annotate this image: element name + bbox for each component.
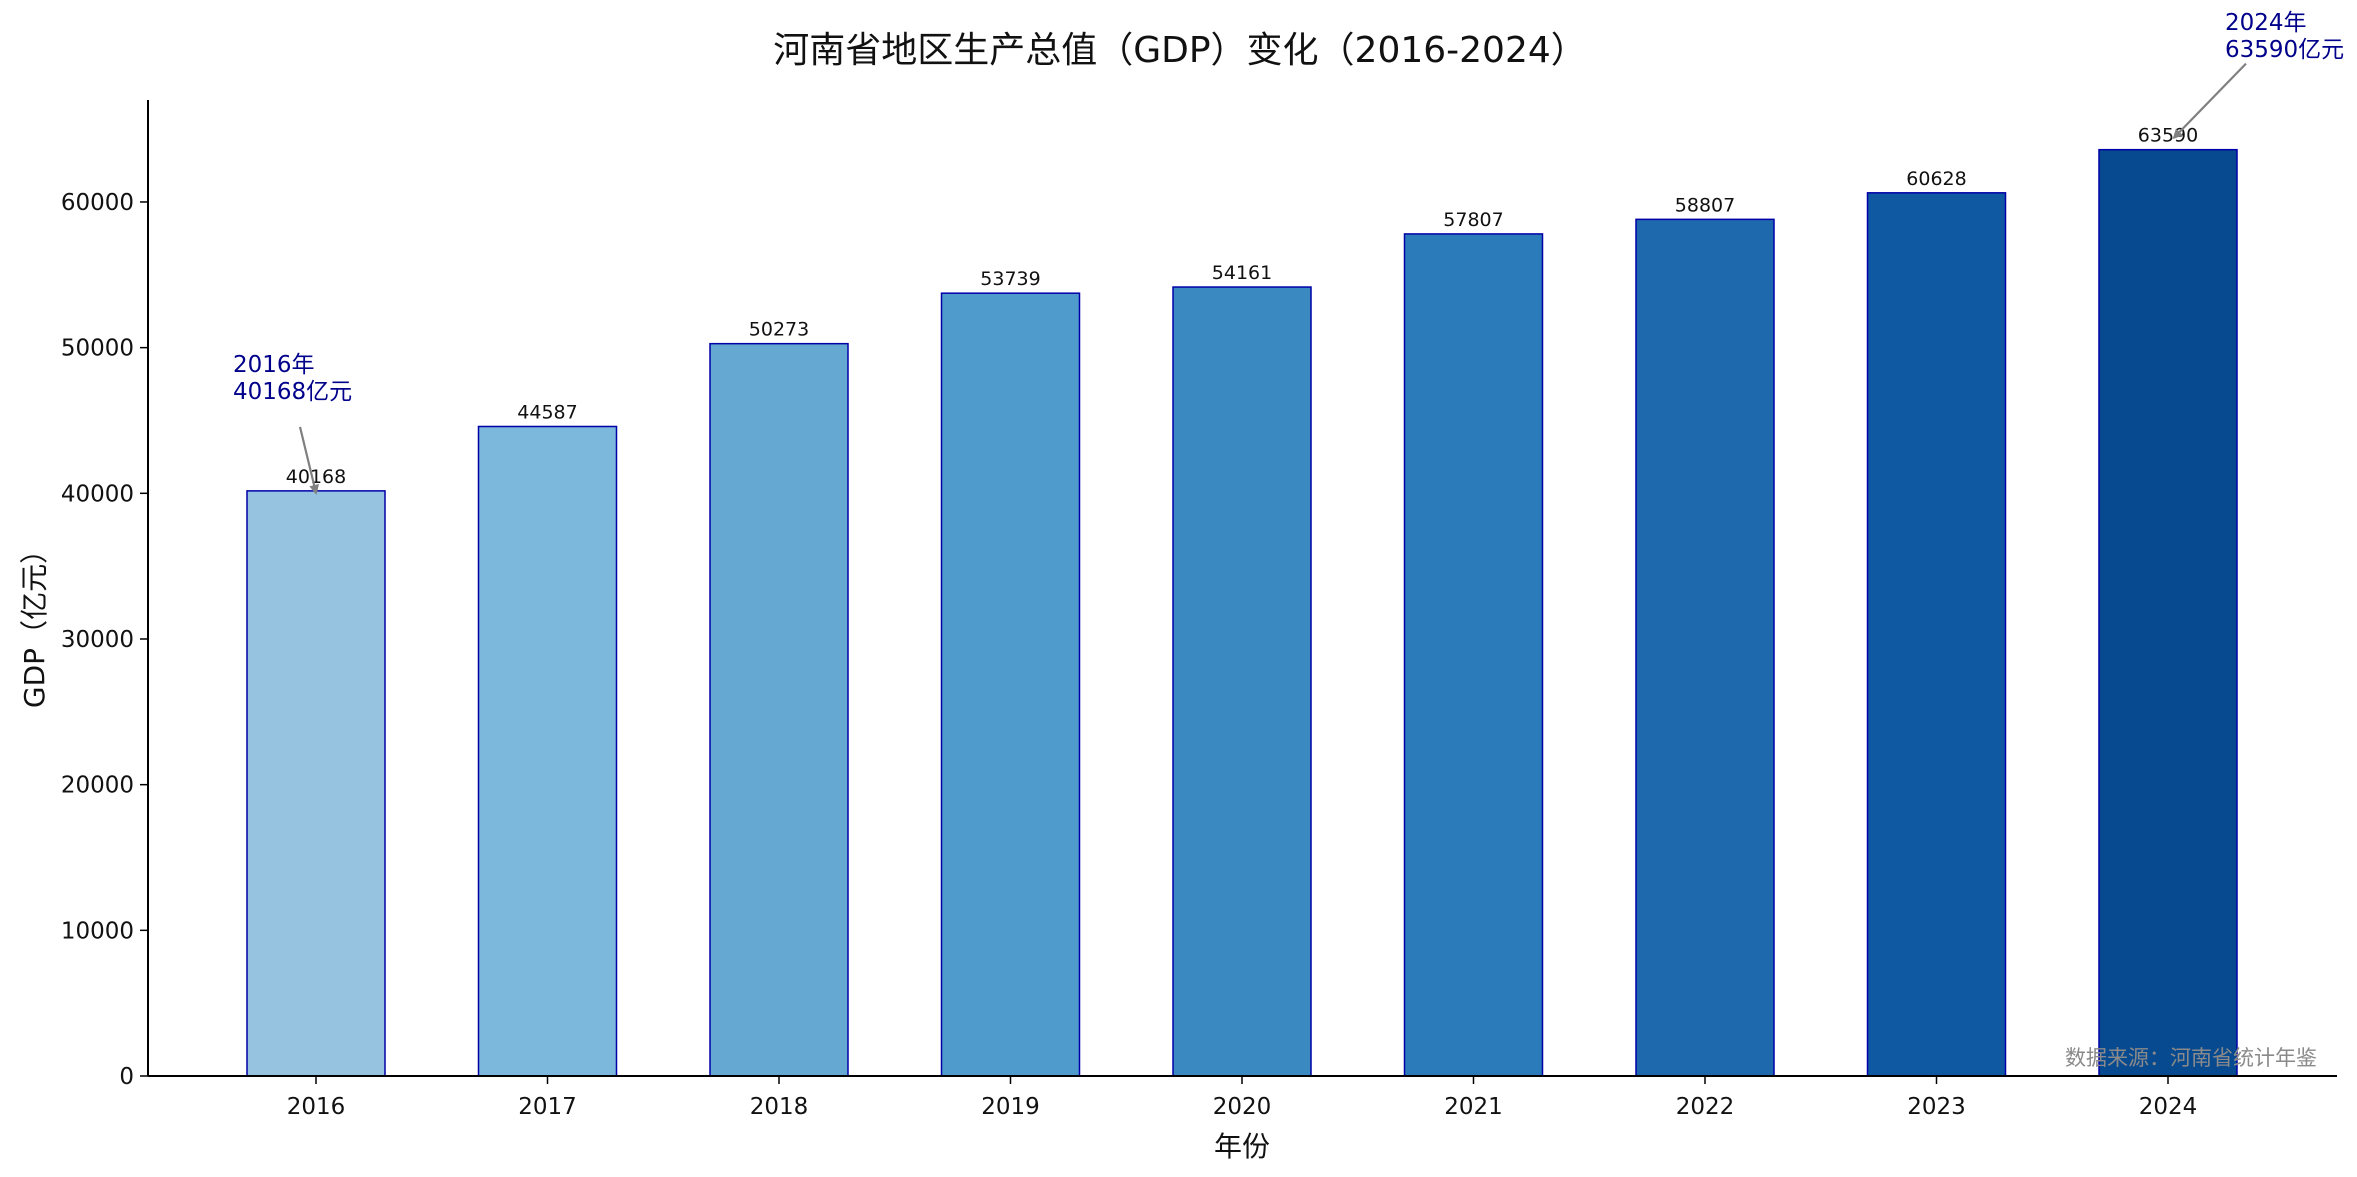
x-axis-label: 年份 (1214, 1130, 1270, 1163)
y-tick-label-40000: 40000 (61, 481, 134, 507)
annotation-line: 40168亿元 (233, 379, 352, 405)
labels-layer: 40168 44587 50273 53739 54161 57807 58807 60628… (286, 125, 2198, 488)
source-note: 数据来源：河南省统计年鉴 (2065, 1046, 2317, 1070)
y-tick-label-0: 0 (119, 1064, 134, 1090)
annotation-layer: 2016年 40168亿元 2024年 63590亿元 (233, 10, 2344, 495)
y-tick-label-20000: 20000 (61, 773, 134, 799)
bar-2017 (477, 425, 618, 1077)
chart-title: 河南省地区生产总值（GDP）变化（2016-2024） (773, 30, 1587, 71)
bar-2018 (709, 342, 849, 1077)
bar-2024 (2098, 148, 2238, 1077)
bar-value-label-2016: 40168 (286, 466, 346, 488)
bar-value-label-2020: 54161 (1212, 262, 1272, 284)
bar-2019 (940, 292, 1081, 1077)
x-tick-label-2016: 2016 (287, 1094, 346, 1120)
annotation-line: 63590亿元 (2225, 37, 2344, 63)
x-tick-label-2019: 2019 (981, 1094, 1040, 1120)
bar-2022 (1635, 218, 1775, 1077)
bar-value-label-2024: 63590 (2138, 125, 2198, 147)
bar-value-label-2018: 50273 (749, 319, 809, 341)
annotation-line: 2016年 (233, 352, 315, 378)
annotation-arrow-2024 (2172, 62, 2247, 140)
y-tick-label-50000: 50000 (61, 336, 134, 362)
axes-layer: 0 10000 20000 30000 40000 50000 60000 2016 2017 2… (61, 100, 2337, 1120)
x-tick-label-2024: 2024 (2139, 1094, 2198, 1120)
bar-value-label-2019: 53739 (980, 268, 1040, 290)
bar-value-label-2022: 58807 (1675, 194, 1735, 216)
bar-value-label-2017: 44587 (517, 401, 577, 423)
y-tick-label-60000: 60000 (61, 190, 134, 216)
bar-2020 (1172, 286, 1312, 1077)
bar-2023 (1866, 192, 2007, 1077)
bar-2016 (246, 490, 386, 1077)
y-axis-label: GDP（亿元） (18, 536, 51, 708)
x-tick-label-2020: 2020 (1213, 1094, 1272, 1120)
y-tick-label-10000: 10000 (61, 918, 134, 944)
annotation-arrow-2016 (298, 426, 319, 495)
bar-value-label-2021: 57807 (1443, 209, 1503, 231)
x-tick-label-2017: 2017 (518, 1094, 577, 1120)
x-tick-label-2018: 2018 (750, 1094, 809, 1120)
x-tick-label-2022: 2022 (1676, 1094, 1735, 1120)
annotation-2016: 2016年 40168亿元 (233, 352, 352, 405)
x-tick-label-2023: 2023 (1907, 1094, 1966, 1120)
y-tick-label-30000: 30000 (61, 627, 134, 653)
annotation-2024: 2024年 63590亿元 (2225, 10, 2344, 63)
annotation-line: 2024年 (2225, 10, 2307, 36)
bar-2021 (1403, 233, 1544, 1077)
x-tick-label-2021: 2021 (1444, 1094, 1503, 1120)
bar-value-label-2023: 60628 (1906, 168, 1966, 190)
bars-layer (246, 148, 2238, 1077)
